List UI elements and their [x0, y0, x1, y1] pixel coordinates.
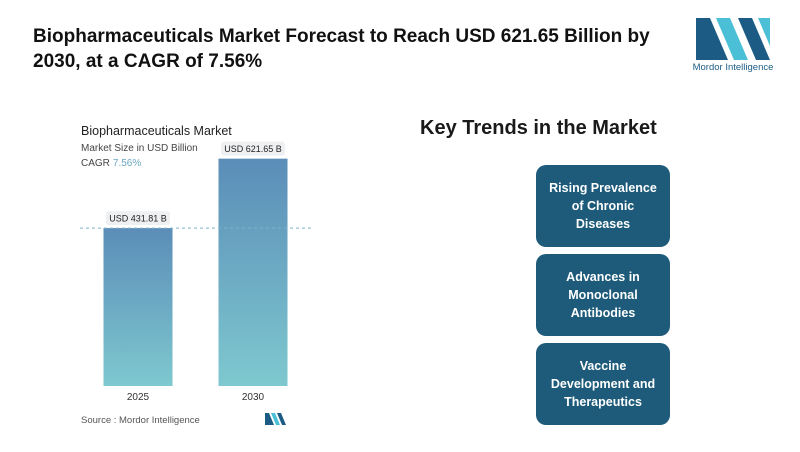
bar-2025	[103, 228, 173, 386]
cagr-value: 7.56%	[112, 158, 142, 169]
mordor-logo-icon	[696, 18, 770, 60]
data-label-2025: USD 431.81 B	[109, 214, 167, 224]
trend-card-vaccines: Vaccine Development and Therapeutics	[536, 343, 670, 425]
x-tick-label-2025: 2025	[127, 392, 150, 403]
chart-cagr: CAGR 7.56%	[81, 158, 141, 169]
data-label-2030: USD 621.65 B	[224, 144, 282, 154]
bar-2030	[218, 158, 288, 386]
data-label-bg-2030	[221, 141, 285, 156]
logo-wordmark: Mordor Intelligence	[692, 62, 774, 73]
mordor-mini-logo-icon	[265, 413, 286, 425]
mordor-logo: Mordor Intelligence	[688, 16, 778, 80]
key-trends-title: Key Trends in the Market	[420, 117, 657, 139]
x-tick-label-2030: 2030	[242, 392, 265, 403]
trend-card-chronic-diseases: Rising Prevalence of Chronic Diseases	[536, 165, 670, 247]
chart-subtitle: Market Size in USD Billion	[81, 143, 198, 154]
data-label-bg-2025	[106, 211, 170, 226]
trend-card-monoclonal-antibodies: Advances in Monoclonal Antibodies	[536, 254, 670, 336]
cagr-label: CAGR	[81, 158, 110, 169]
chart-source: Source : Mordor Intelligence	[81, 415, 200, 426]
chart-title: Biopharmaceuticals Market	[81, 124, 232, 138]
page-headline: Biopharmaceuticals Market Forecast to Re…	[33, 26, 650, 72]
